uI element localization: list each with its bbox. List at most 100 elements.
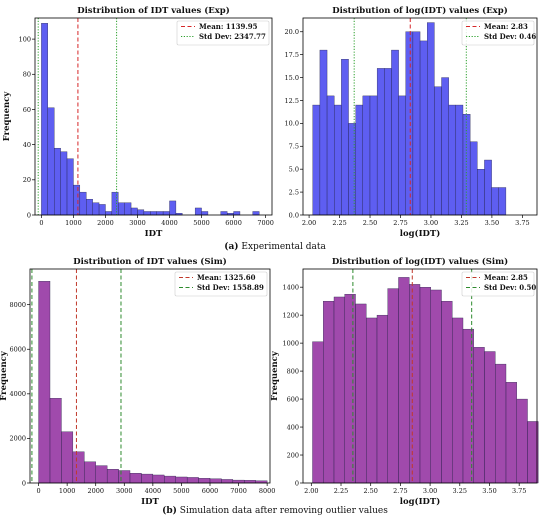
x-tick-label: 3.00 <box>423 487 437 495</box>
legend-box <box>174 271 268 297</box>
x-tick-label: 3.25 <box>453 487 467 495</box>
histogram-bar <box>232 479 245 484</box>
x-tick-label: 2.50 <box>363 219 377 227</box>
caption-a-label: (a) <box>224 241 238 252</box>
y-tick-label: 4000 <box>9 390 26 398</box>
x-tick-label: 2.00 <box>302 219 316 227</box>
caption-a-text: Experimental data <box>239 242 327 252</box>
histogram-bar <box>141 473 154 484</box>
x-tick-label: 2.25 <box>332 219 346 227</box>
x-tick-label: 6000 <box>225 219 242 227</box>
y-axis-label: Frequency <box>270 350 280 401</box>
histogram-bar <box>186 477 199 484</box>
histogram-bar <box>98 204 106 216</box>
y-tick-label: 15.0 <box>285 74 299 82</box>
y-tick-label: 0 <box>27 211 31 219</box>
histogram-bar <box>366 317 378 484</box>
histogram-bar <box>118 202 125 216</box>
histogram-bar <box>137 209 145 216</box>
x-tick-label: 0 <box>39 219 43 227</box>
x-tick-label: 3000 <box>116 487 133 495</box>
histogram-bar <box>60 151 68 216</box>
legend-mean-label: Mean: 1325.60 <box>197 273 256 282</box>
histogram-bar <box>391 49 399 216</box>
histogram-bar <box>344 294 356 484</box>
histogram-bar <box>376 314 388 484</box>
panel-exp-log-idt: 2.00 2.25 2.50 2.75 3.00 3.25 3.50 3.75 0.0 2.5 5.… <box>285 5 538 239</box>
y-tick-label: 1000 <box>282 339 299 347</box>
histogram-bar <box>355 303 367 484</box>
histogram-bar <box>419 40 428 216</box>
x-tick-label: 3.00 <box>424 219 438 227</box>
caption-b: (b) Simulation data after removing outli… <box>162 505 388 516</box>
histogram-bar <box>419 287 431 484</box>
y-tick-label: 7.5 <box>289 143 299 151</box>
histogram-bar <box>498 187 507 216</box>
plot-frame <box>302 17 538 216</box>
panel-exp-idt: 0 1000 2000 3000 4000 5000 6000 7000 0 20 40 60 80 10… <box>2 5 274 239</box>
histogram-bar <box>430 289 442 484</box>
y-tick-label: 60 <box>23 106 31 114</box>
x-tick-label: 2000 <box>97 219 114 227</box>
y-tick-label: 800 <box>287 367 299 375</box>
histogram-bar <box>312 341 324 484</box>
histogram-bar <box>221 479 234 484</box>
histogram-bar <box>495 363 507 484</box>
histogram-bar <box>441 300 453 484</box>
x-tick-label: 1000 <box>65 219 82 227</box>
x-tick-label: 4000 <box>145 487 162 495</box>
histogram-bar <box>362 95 371 216</box>
histogram-bar <box>319 49 328 216</box>
y-axis-label: Frequency <box>2 91 12 142</box>
y-tick-label: 17.5 <box>285 51 299 59</box>
x-axis-label: IDT <box>145 229 163 239</box>
x-tick-label: 3.75 <box>512 487 526 495</box>
histogram-bar <box>312 104 321 216</box>
y-tick-label: 12.5 <box>285 97 299 105</box>
x-tick-label: 1000 <box>59 487 76 495</box>
y-tick-label: 2000 <box>9 435 26 443</box>
histogram-bar <box>152 474 165 484</box>
histogram-bar <box>201 211 209 216</box>
histogram-bar <box>118 470 131 484</box>
histogram-bar <box>334 104 342 216</box>
x-tick-label: 2.50 <box>363 487 377 495</box>
legend-mean-label: Mean: 2.83 <box>484 22 528 31</box>
histogram-bar <box>427 22 435 216</box>
chart-title: Distribution of log(IDT) values (Exp) <box>332 5 507 16</box>
histogram-bar <box>323 300 335 484</box>
caption-b-label: (b) <box>162 505 177 516</box>
histogram-bar <box>409 284 421 484</box>
histogram-bar <box>455 104 464 216</box>
histogram-bar <box>341 59 349 216</box>
histogram-bar <box>41 23 48 216</box>
histogram-bar <box>348 123 356 216</box>
histogram-bar <box>130 207 138 216</box>
y-tick-label: 6000 <box>9 346 26 354</box>
histogram-bar <box>384 68 392 216</box>
histogram-bar <box>484 159 492 216</box>
histogram-bar <box>194 207 202 216</box>
caption-a: (a) Experimental data <box>224 241 326 252</box>
histogram-bar <box>387 288 399 484</box>
histogram-bar <box>72 451 85 484</box>
x-tick-label: 2.00 <box>304 487 318 495</box>
histogram-bar <box>73 184 81 216</box>
histogram-bar <box>369 95 378 216</box>
legend-std-label: Std Dev: 2347.77 <box>199 32 266 41</box>
histogram-bar <box>106 469 119 484</box>
histogram-bar <box>233 211 241 216</box>
x-axis-label: IDT <box>141 497 159 507</box>
x-tick-label: 7000 <box>257 219 274 227</box>
x-tick-label: 3000 <box>129 219 146 227</box>
x-tick-label: 8000 <box>259 487 276 495</box>
histogram-bar <box>38 281 51 484</box>
histogram-bar <box>398 277 410 484</box>
histogram-bar <box>79 191 87 216</box>
y-tick-label: 1200 <box>282 311 299 319</box>
y-tick-label: 0.0 <box>289 211 299 219</box>
plot-frame <box>29 268 271 484</box>
